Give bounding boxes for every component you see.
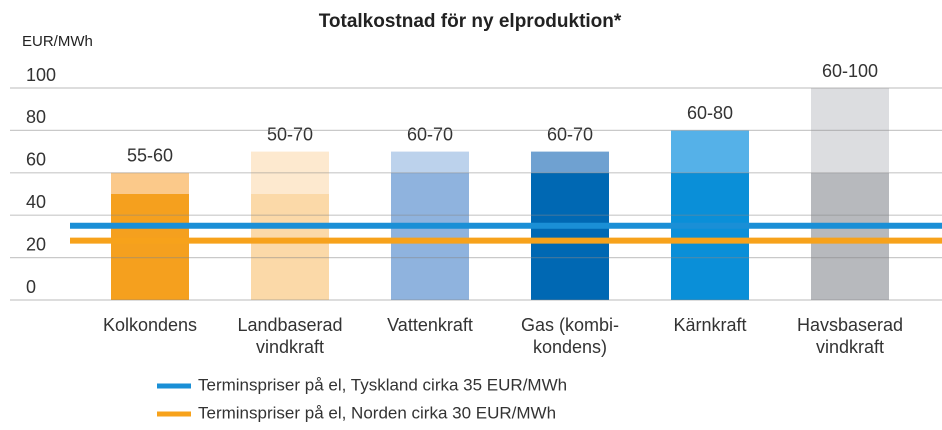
y-tick-label: 40 xyxy=(26,192,46,212)
x-tick-label-line: vindkraft xyxy=(816,337,884,357)
bar-segment xyxy=(251,194,329,300)
bar-segment xyxy=(111,172,189,194)
x-tick-label-line: Kärnkraft xyxy=(673,315,746,335)
x-tick-label-line: Gas (kombi- xyxy=(521,315,619,335)
legend-label: Terminspriser på el, Tyskland cirka 35 E… xyxy=(198,375,567,394)
bar-segment xyxy=(111,194,189,300)
bar-segment xyxy=(671,130,749,173)
y-tick-label: 80 xyxy=(26,107,46,127)
range-label: 60-70 xyxy=(547,124,593,144)
legend-label: Terminspriser på el, Norden cirka 30 EUR… xyxy=(198,403,556,422)
y-tick-label: 0 xyxy=(26,277,36,297)
bar-segment xyxy=(531,172,609,300)
y-tick-label: 60 xyxy=(26,150,46,170)
bar-segment xyxy=(251,151,329,194)
x-tick-label-line: Havsbaserad xyxy=(797,315,903,335)
y-tick-label: 20 xyxy=(26,234,46,254)
x-tick-label-line: vindkraft xyxy=(256,337,324,357)
chart-title: Totalkostnad för ny elproduktion* xyxy=(319,11,622,32)
x-tick-label-line: kondens) xyxy=(533,337,607,357)
x-tick-label-line: Kolkondens xyxy=(103,315,197,335)
x-tick-label: Vattenkraft xyxy=(387,315,473,335)
x-tick-label-line: Landbaserad xyxy=(237,315,342,335)
x-tick-label: Gas (kombi-kondens) xyxy=(521,315,619,357)
bar-segment xyxy=(811,88,889,173)
bar-segment xyxy=(811,172,889,300)
bar-segment xyxy=(531,151,609,173)
range-label: 60-80 xyxy=(687,103,733,123)
range-label: 60-70 xyxy=(407,124,453,144)
bar-segment xyxy=(391,172,469,300)
range-label: 50-70 xyxy=(267,124,313,144)
bar-segment xyxy=(671,172,749,300)
x-tick-label: Kärnkraft xyxy=(673,315,746,335)
range-label: 55-60 xyxy=(127,146,173,166)
bar-segment xyxy=(391,151,469,173)
x-tick-label: Landbaserad vindkraft xyxy=(237,315,342,357)
y-axis-label: EUR/MWh xyxy=(22,33,93,50)
x-tick-label-line: Vattenkraft xyxy=(387,315,473,335)
x-tick-label: Havsbaserad vindkraft xyxy=(797,315,903,357)
y-tick-label: 100 xyxy=(26,65,56,85)
range-label: 60-100 xyxy=(822,61,878,81)
x-tick-label: Kolkondens xyxy=(103,315,197,335)
